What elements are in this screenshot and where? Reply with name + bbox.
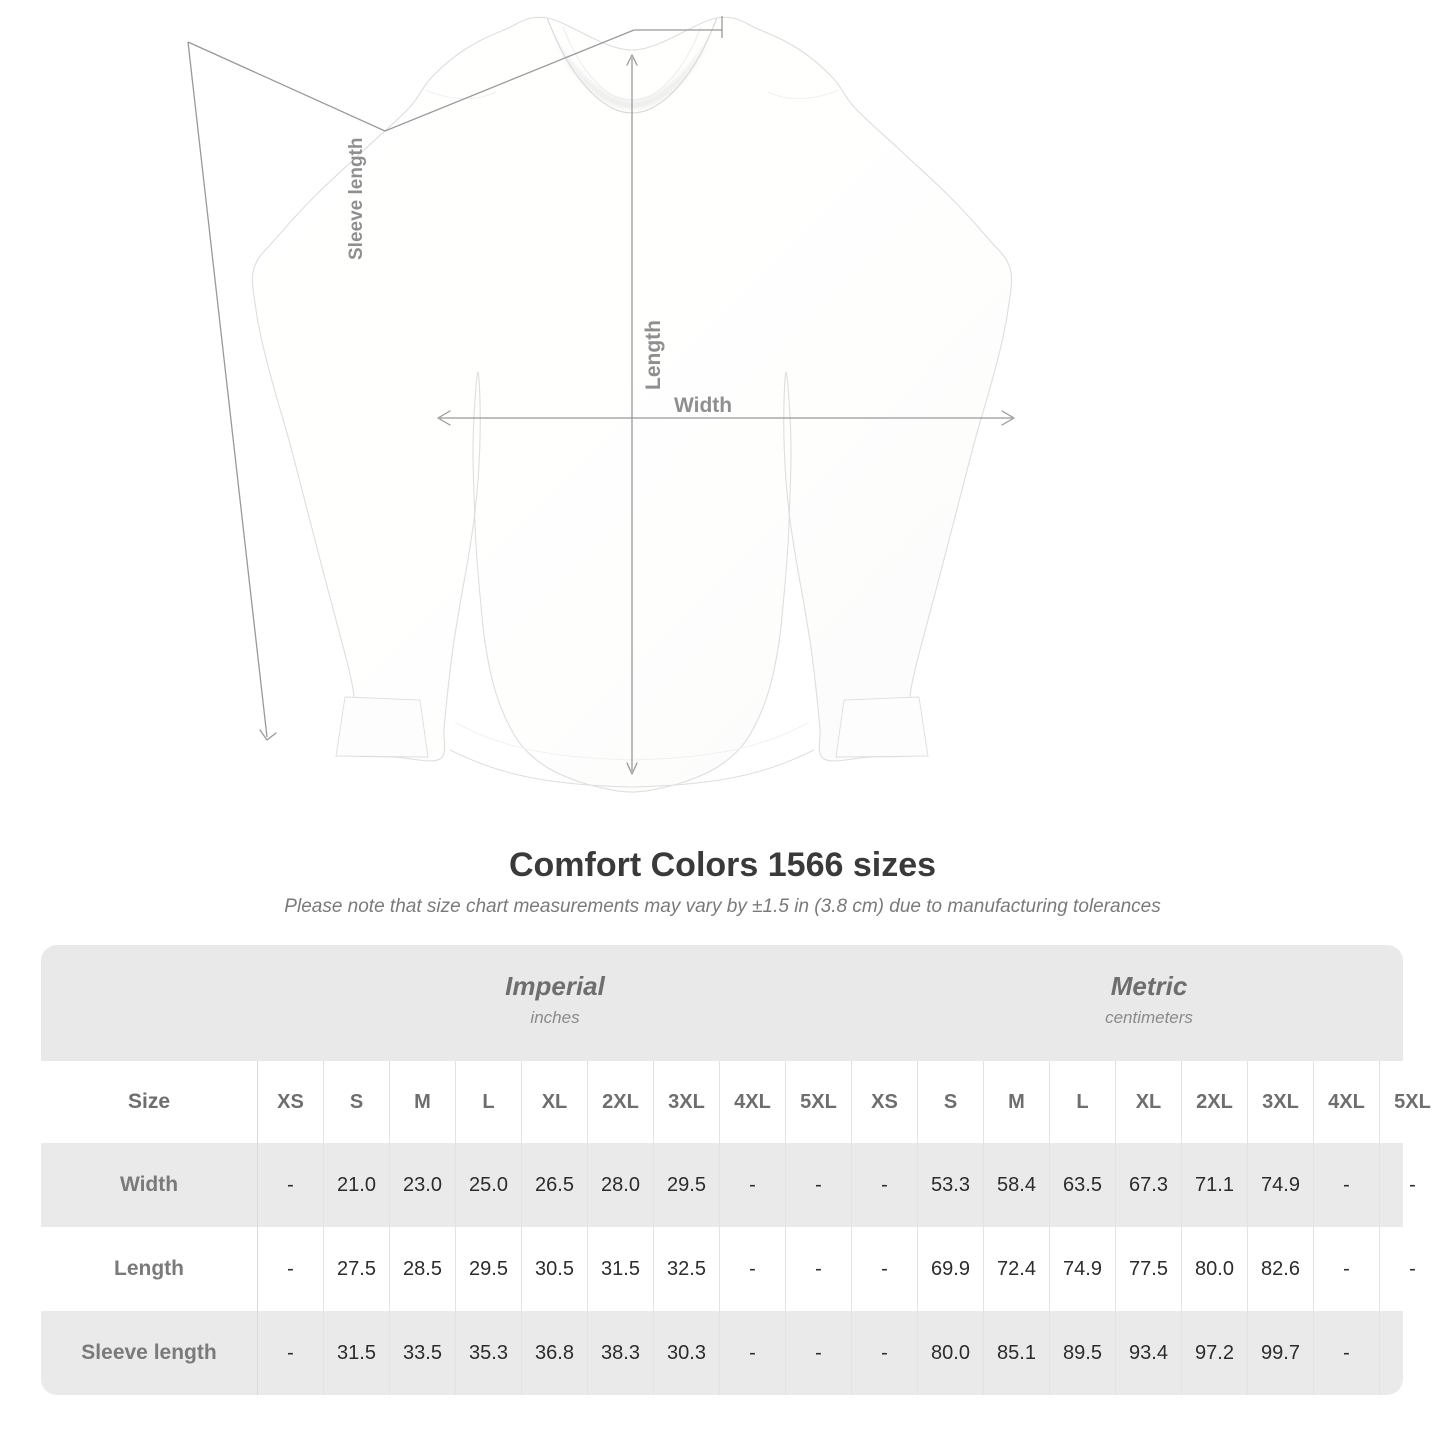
svg-text:Length: Length [642,320,665,390]
svg-text:Width: Width [674,394,732,417]
svg-text:Sleeve length: Sleeve length [346,138,367,261]
